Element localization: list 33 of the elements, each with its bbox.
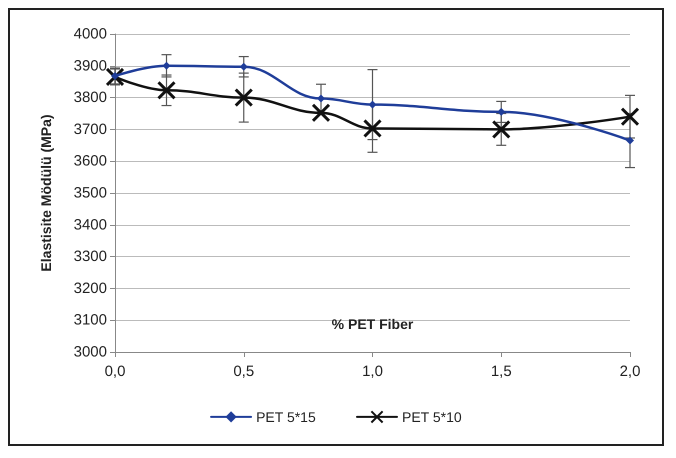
x-tick-label: 0,0	[104, 363, 126, 380]
point	[157, 80, 176, 100]
point	[312, 103, 330, 122]
point	[620, 107, 640, 126]
y-axis-title: Elastisite Mödülü (MPa)	[38, 114, 54, 272]
point	[363, 118, 382, 138]
legend-label: PET 5*10	[402, 408, 462, 425]
y-tick-label: 3100	[74, 312, 107, 329]
point	[111, 72, 119, 80]
point	[234, 88, 254, 108]
y-tick-label: 3800	[74, 89, 107, 106]
y-tick-label: 3000	[74, 344, 107, 360]
x-tick-label: 0,5	[233, 363, 254, 380]
y-tick-label: 3400	[74, 216, 107, 234]
point	[497, 108, 506, 116]
x-tick-label: 2,0	[620, 363, 640, 380]
y-tick-label: 3900	[74, 57, 107, 74]
x-tick-label: 1,5	[490, 363, 512, 380]
y-tick-label: 3500	[74, 184, 107, 202]
y-tick-label: 3600	[74, 152, 107, 170]
point	[368, 100, 376, 109]
point	[626, 136, 634, 145]
x-axis-title: % PET Fiber	[332, 316, 414, 332]
y-tick-label: 4000	[74, 26, 107, 42]
point	[162, 62, 170, 70]
y-tick-label: 3200	[74, 280, 107, 297]
legend-label: PET 5*15	[256, 408, 316, 425]
point	[106, 67, 124, 86]
y-tick-label: 3300	[74, 248, 107, 266]
point	[317, 94, 325, 103]
x-tick-label: 1,0	[362, 363, 383, 380]
y-tick-label: 3700	[74, 120, 107, 138]
point	[492, 120, 511, 139]
